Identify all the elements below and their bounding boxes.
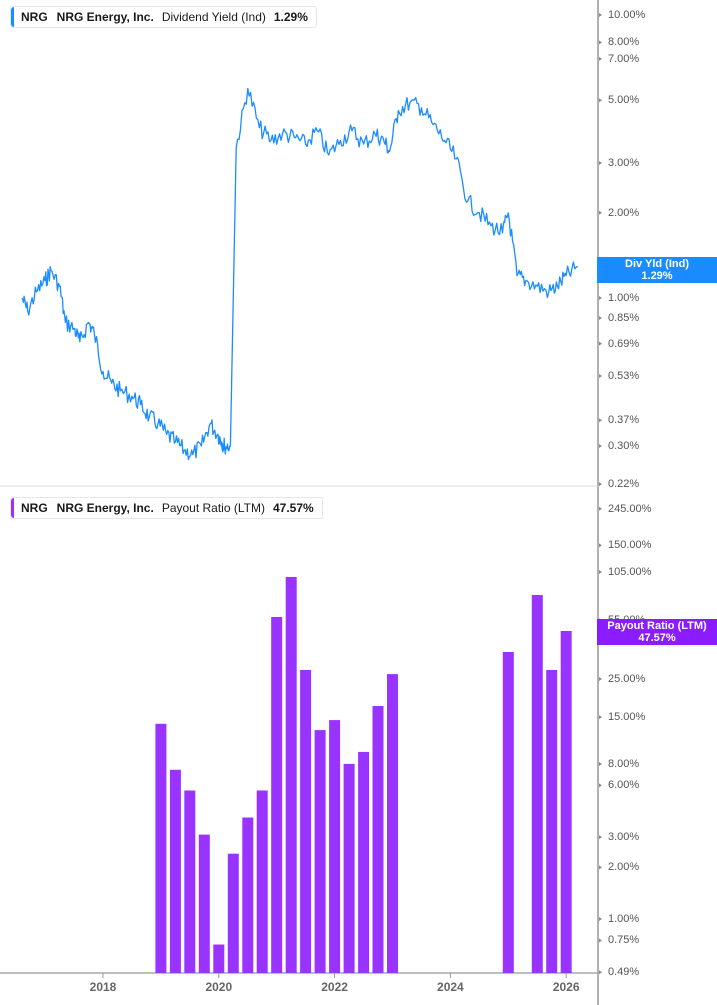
payout-ratio-bar[interactable] (502, 652, 514, 973)
payout-ratio-bar[interactable] (358, 751, 370, 973)
dividend-yield-badge: Div Yld (Ind) 1.29% (597, 257, 717, 283)
y-tick-label: 1.00% (608, 913, 640, 925)
badge-label: Payout Ratio (LTM) (607, 620, 707, 632)
payout-ratio-bar[interactable] (169, 769, 181, 973)
y-tick-label: 0.53% (608, 370, 640, 383)
payout-ratio-bar[interactable] (314, 730, 326, 973)
y-tick-label: 2.00% (608, 206, 640, 219)
y-tick-label: 0.69% (608, 337, 640, 350)
payout-ratio-badge: Payout Ratio (LTM) 47.57% (597, 619, 717, 645)
payout-ratio-bar[interactable] (285, 577, 297, 973)
y-tick-marks (599, 13, 602, 975)
legend-value: 1.29% (273, 10, 308, 24)
payout-ratio-bar[interactable] (329, 720, 341, 973)
x-tick-label: 2022 (321, 980, 348, 994)
y-tick-label: 25.00% (608, 672, 646, 685)
payout-ratio-bar[interactable] (372, 706, 384, 973)
payout-ratio-bar[interactable] (227, 853, 239, 973)
payout-ratio-bar[interactable] (242, 817, 254, 974)
payout-ratio-bar[interactable] (271, 617, 283, 973)
payout-ratio-bar[interactable] (184, 790, 196, 974)
y-tick-label: 7.00% (608, 52, 640, 65)
badge-value: 47.57% (638, 632, 676, 644)
y-tick-label: 1.00% (608, 292, 640, 304)
y-tick-label: 0.22% (608, 478, 640, 491)
legend-metric: Payout Ratio (LTM) (161, 501, 265, 515)
x-tick-label: 2018 (89, 980, 117, 994)
payout-ratio-bars (155, 577, 572, 974)
legend-metric: Dividend Yield (Ind) (161, 10, 266, 24)
legend-company: NRG Energy, Inc. (56, 501, 154, 515)
payout-ratio-bar[interactable] (213, 944, 225, 974)
payout-ratio-bar[interactable] (155, 723, 167, 973)
y-tick-label: 0.49% (608, 966, 640, 979)
legend-ticker: NRG (21, 10, 48, 24)
x-tick-label: 2020 (205, 980, 233, 994)
dividend-yield-legend: NRG NRG Energy, Inc. Dividend Yield (Ind… (10, 6, 317, 28)
x-tick-label: 2024 (437, 980, 464, 994)
y-tick-label: 6.00% (608, 779, 640, 792)
badge-label: Div Yld (Ind) (625, 258, 689, 270)
x-tick-marks (102, 973, 567, 978)
y-tick-label: 0.85% (608, 311, 640, 324)
payout-ratio-bar[interactable] (387, 674, 398, 973)
y-tick-label: 5.00% (608, 94, 640, 107)
payout-ratio-bar[interactable] (531, 595, 543, 973)
payout-ratio-bar[interactable] (546, 670, 558, 973)
y-tick-label: 3.00% (608, 156, 640, 169)
dividend-yield-line[interactable] (21, 87, 578, 461)
payout-ratio-bar[interactable] (560, 631, 572, 973)
payout-ratio-bar[interactable] (256, 790, 268, 974)
payout-ratio-bar[interactable] (300, 670, 312, 973)
badge-value: 1.29% (641, 270, 673, 282)
payout-ratio-legend: NRG NRG Energy, Inc. Payout Ratio (LTM) … (10, 497, 323, 519)
y-tick-label: 2.00% (608, 861, 640, 874)
y-tick-label: 105.00% (608, 565, 652, 578)
payout-ratio-bar[interactable] (198, 834, 210, 973)
y-tick-label: 245.00% (608, 502, 652, 515)
legend-value: 47.57% (272, 501, 314, 515)
y-tick-label: 8.00% (608, 757, 640, 770)
y-tick-label: 8.00% (608, 36, 640, 49)
y-tick-label: 150.00% (608, 539, 652, 552)
payout-ratio-bar[interactable] (343, 763, 355, 973)
legend-color-marker (11, 498, 14, 518)
legend-company: NRG Energy, Inc. (56, 10, 154, 24)
y-tick-label: 0.75% (608, 934, 640, 947)
y-tick-label: 0.37% (608, 414, 640, 427)
legend-ticker: NRG (21, 501, 48, 515)
x-tick-label: 2026 (552, 980, 580, 994)
y-tick-label: 0.30% (608, 439, 640, 452)
y-tick-label: 10.00% (608, 9, 646, 21)
y-tick-label: 15.00% (608, 711, 646, 724)
y-tick-label: 3.00% (608, 831, 640, 844)
legend-color-marker (11, 7, 14, 27)
